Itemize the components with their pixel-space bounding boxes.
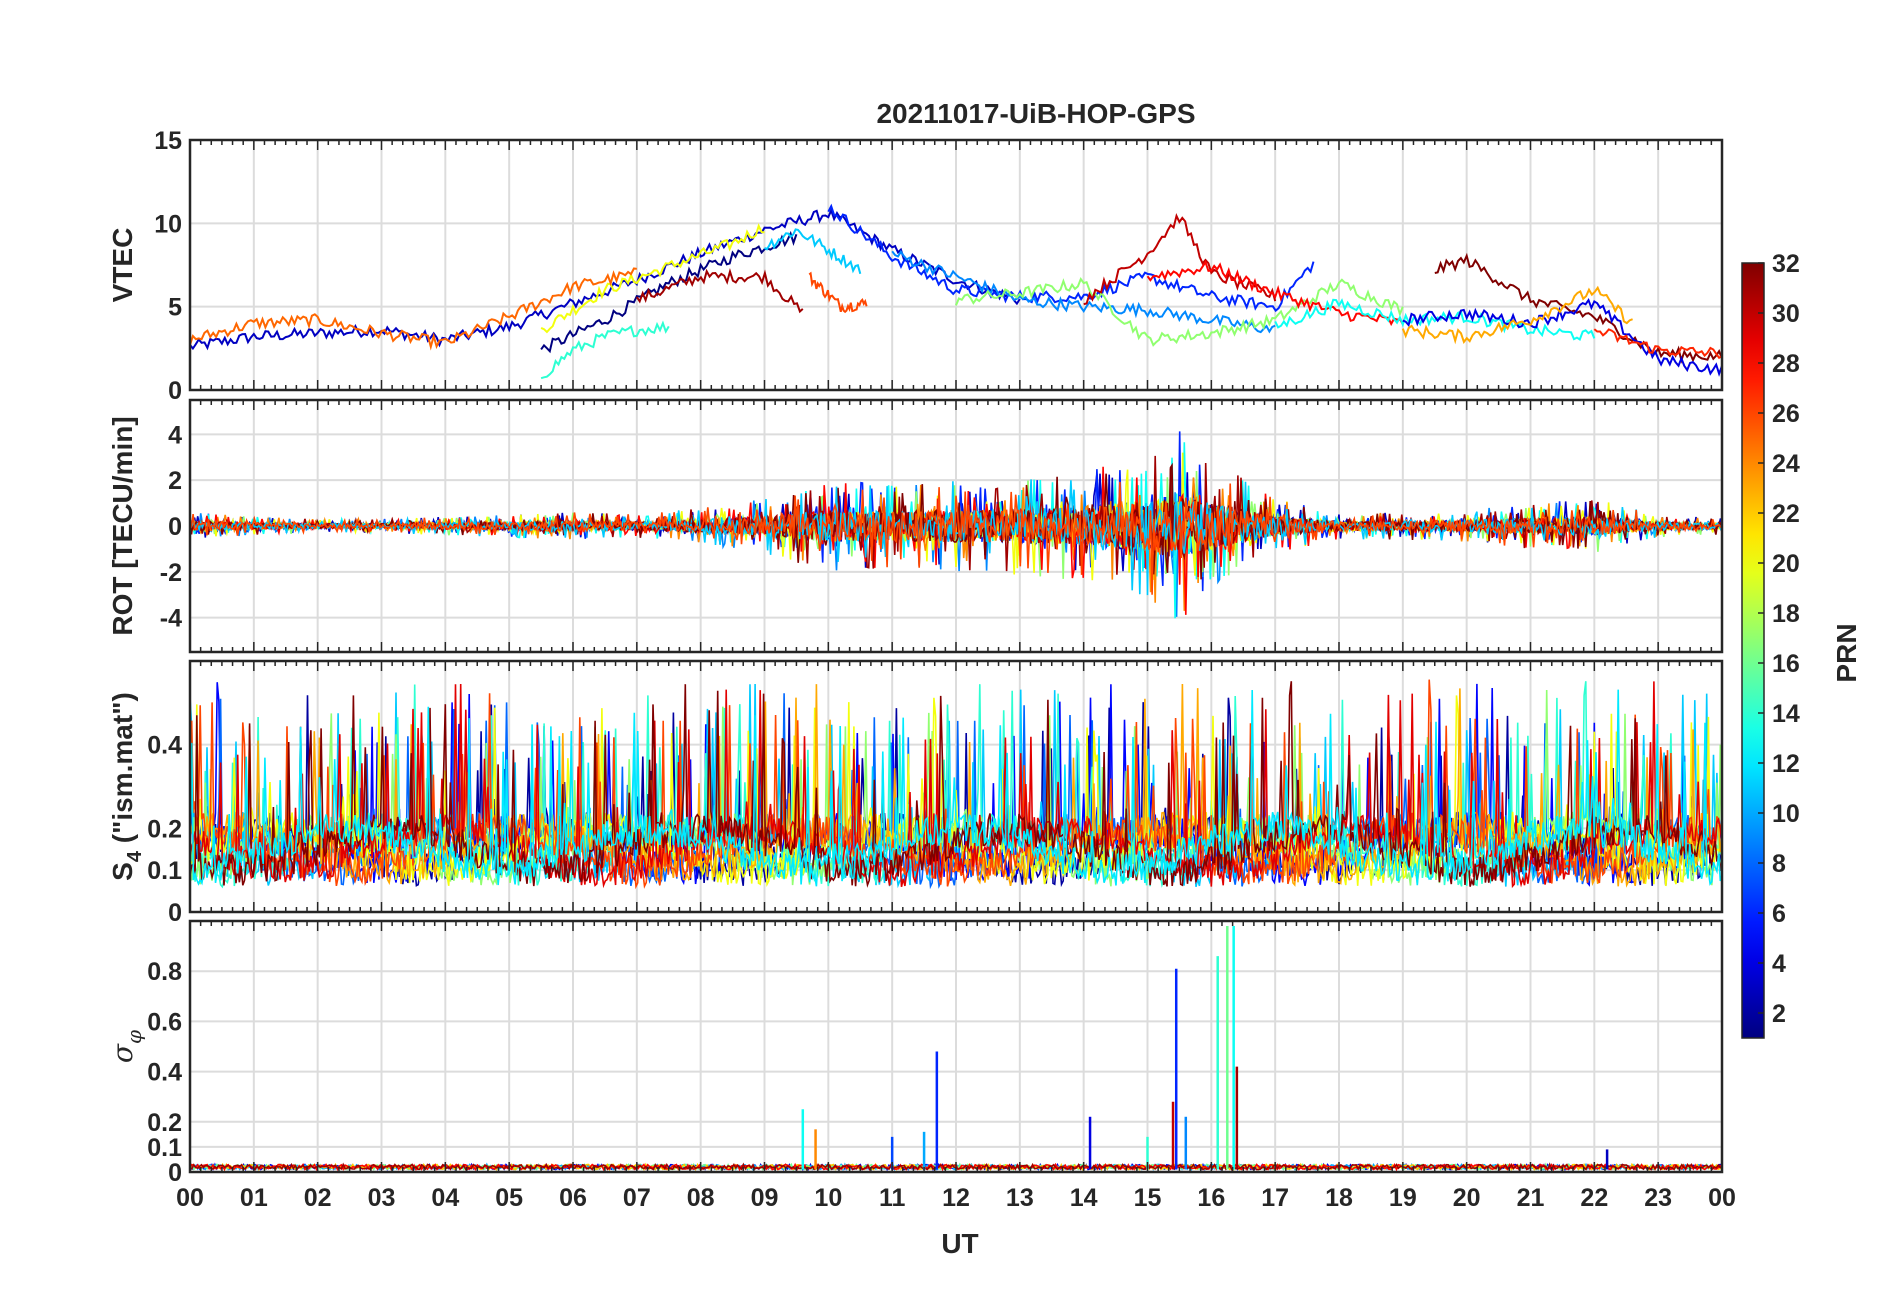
rot-y-tick-label: -2 bbox=[160, 559, 182, 587]
x-tick-label: 17 bbox=[1261, 1184, 1289, 1212]
vtec-series-prn-13 bbox=[1274, 298, 1596, 342]
rot-plot-area bbox=[190, 431, 1722, 619]
s4-plot-area bbox=[190, 679, 1722, 890]
vtec-series-prn-30 bbox=[1083, 212, 1277, 306]
x-tick-label: 05 bbox=[495, 1184, 523, 1212]
x-tick-label: 14 bbox=[1070, 1184, 1098, 1212]
colorbar-tick-label: 14 bbox=[1772, 700, 1800, 728]
vtec-y-axis-label: VTEC bbox=[107, 228, 138, 303]
s4-series-prn-17 bbox=[190, 689, 1722, 887]
x-tick-label: 22 bbox=[1580, 1184, 1608, 1212]
colorbar-tick-label: 10 bbox=[1772, 800, 1800, 828]
colorbar-tick-label: 16 bbox=[1772, 650, 1800, 678]
vtec-series-prn-32 bbox=[1434, 252, 1722, 364]
colorbar bbox=[1741, 262, 1765, 1039]
chart-title: 20211017-UiB-HOP-GPS bbox=[876, 98, 1195, 129]
grid-layer bbox=[189, 139, 1723, 1173]
colorbar-tick-label: 18 bbox=[1772, 600, 1800, 628]
x-tick-label: 12 bbox=[942, 1184, 970, 1212]
rot-series-prn-26 bbox=[190, 481, 1722, 595]
data-layer bbox=[190, 203, 1722, 1172]
vtec-series-prn-28 bbox=[1146, 259, 1404, 327]
x-axis-label: UT bbox=[941, 1228, 978, 1259]
colorbar-tick-label: 6 bbox=[1772, 900, 1786, 928]
x-tick-label: 15 bbox=[1134, 1184, 1162, 1212]
colorbar-tick-label: 26 bbox=[1772, 400, 1800, 428]
vtec-y-tick-label: 0 bbox=[168, 377, 182, 405]
x-tick-label: 04 bbox=[431, 1184, 459, 1212]
colorbar-tick-label: 12 bbox=[1772, 750, 1800, 778]
vtec-plot-area bbox=[190, 203, 1722, 380]
colorbar-label: PRN bbox=[1831, 623, 1862, 682]
vtec-series-prn-17 bbox=[955, 277, 1404, 347]
vtec-series-prn-27 bbox=[1593, 328, 1722, 360]
sigma_phi-y-axis-label: σφ bbox=[106, 1030, 146, 1063]
x-tick-label: 06 bbox=[559, 1184, 587, 1212]
x-tick-label: 10 bbox=[814, 1184, 842, 1212]
s4-y-tick-label: 0 bbox=[168, 899, 182, 927]
x-tick-label: 02 bbox=[304, 1184, 332, 1212]
colorbar-tick-label: 22 bbox=[1772, 500, 1800, 528]
x-tick-label: 23 bbox=[1644, 1184, 1672, 1212]
vtec-series-prn-26 bbox=[808, 271, 868, 314]
vtec-series-prn-14 bbox=[540, 320, 670, 380]
colorbar-tick-label: 20 bbox=[1772, 550, 1800, 578]
x-tick-label: 19 bbox=[1389, 1184, 1417, 1212]
vtec-y-tick-label: 5 bbox=[168, 294, 182, 322]
colorbar-tick-label: 4 bbox=[1772, 950, 1786, 978]
colorbar-tick-label: 30 bbox=[1772, 300, 1800, 328]
sigma_phi-y-tick-label: 0.2 bbox=[147, 1109, 182, 1137]
colorbar-tick-label: 24 bbox=[1772, 450, 1800, 478]
vtec-series-prn-1 bbox=[540, 230, 798, 354]
vtec-y-tick-label: 10 bbox=[154, 210, 182, 238]
vtec-series-prn-23 bbox=[1401, 285, 1633, 345]
s4-y-tick-label: 0.1 bbox=[147, 857, 182, 885]
x-tick-label: 13 bbox=[1006, 1184, 1034, 1212]
s4-series-prn-12 bbox=[190, 689, 1722, 887]
colorbar-tick-label: 28 bbox=[1772, 350, 1800, 378]
x-tick-label: 03 bbox=[368, 1184, 396, 1212]
x-tick-label: 07 bbox=[623, 1184, 651, 1212]
vtec-series-prn-11 bbox=[763, 228, 862, 275]
vtec-series-prn-9 bbox=[891, 249, 1276, 334]
x-tick-label: 21 bbox=[1517, 1184, 1545, 1212]
x-tick-label: 11 bbox=[879, 1184, 906, 1212]
rot-y-tick-label: 4 bbox=[168, 421, 182, 449]
s4-series-prn-26 bbox=[190, 679, 1722, 890]
x-tick-label: 01 bbox=[240, 1184, 268, 1212]
sigma_phi-y-tick-label: 0.6 bbox=[147, 1008, 182, 1036]
s4-series-prn-23 bbox=[190, 683, 1722, 888]
rot-y-axis-label: ROT [TECU/min] bbox=[107, 416, 138, 635]
colorbar-tick-label: 2 bbox=[1772, 1000, 1786, 1028]
frame-layer bbox=[188, 138, 1765, 1174]
colorbar-tick-label: 8 bbox=[1772, 850, 1786, 878]
x-tick-label: 09 bbox=[751, 1184, 779, 1212]
x-tick-label: 00 bbox=[176, 1184, 204, 1212]
text-layer: 20211017-UiB-HOP-GPS UT PRN 051015VTEC-4… bbox=[106, 98, 1862, 1259]
x-tick-label: 18 bbox=[1325, 1184, 1353, 1212]
s4-y-tick-label: 0.2 bbox=[147, 815, 182, 843]
sigma_phi-y-tick-label: 0.4 bbox=[147, 1059, 182, 1087]
vtec-series-prn-25 bbox=[190, 267, 637, 351]
rot-y-tick-label: -4 bbox=[160, 605, 182, 633]
vtec-series-prn-20 bbox=[540, 223, 765, 334]
rot-y-tick-label: 2 bbox=[168, 467, 182, 495]
x-tick-label: 00 bbox=[1708, 1184, 1736, 1212]
vtec-series-prn-31 bbox=[635, 267, 804, 314]
x-tick-label: 08 bbox=[687, 1184, 715, 1212]
x-tick-label: 16 bbox=[1197, 1184, 1225, 1212]
colorbar-tick-label: 32 bbox=[1772, 250, 1800, 278]
vtec-series-prn-6 bbox=[827, 203, 1315, 313]
vtec-y-tick-label: 15 bbox=[154, 127, 182, 155]
sigma_phi-y-tick-label: 0.8 bbox=[147, 958, 182, 986]
s4-y-tick-label: 0.4 bbox=[147, 732, 182, 760]
rot-y-tick-label: 0 bbox=[168, 513, 182, 541]
s4-y-axis-label: S4 ("ism.mat") bbox=[107, 692, 146, 881]
sigma_phi-y-tick-label: 0.1 bbox=[147, 1134, 182, 1162]
vtec-series-prn-4 bbox=[1402, 297, 1722, 377]
sigma_phi-y-tick-label: 0 bbox=[168, 1159, 182, 1187]
x-tick-label: 20 bbox=[1453, 1184, 1481, 1212]
